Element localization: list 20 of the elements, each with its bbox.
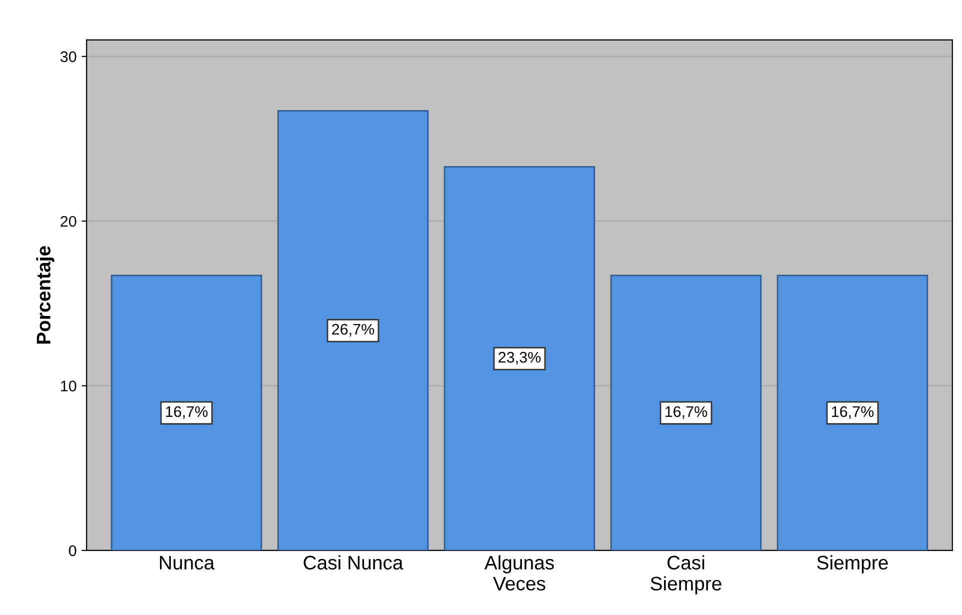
data-label: 16,7% — [166, 406, 208, 419]
data-label: 16,7% — [665, 406, 708, 419]
bar — [110, 274, 262, 550]
bar — [610, 274, 762, 550]
x-tick-label: Casi Nunca — [304, 555, 404, 570]
x-tick-label: Siempre — [817, 555, 888, 574]
y-axis-title: Porcentaje — [36, 246, 54, 344]
bar — [776, 274, 928, 550]
bar — [277, 110, 429, 550]
y-tick-label: 0 — [68, 545, 76, 556]
data-label: 26,7% — [332, 324, 374, 337]
y-tick-label: 20 — [60, 216, 76, 227]
x-tick-label: Algunas Veces — [484, 555, 554, 591]
data-label: 16,7% — [832, 406, 874, 419]
y-tick-label: 30 — [60, 51, 76, 62]
bar — [444, 166, 596, 550]
x-tick-label: Nunca — [160, 556, 215, 570]
y-tick-label: 10 — [61, 380, 76, 392]
x-tick-label: Casi Siempre — [650, 555, 722, 594]
data-label: 23,3% — [498, 352, 541, 364]
